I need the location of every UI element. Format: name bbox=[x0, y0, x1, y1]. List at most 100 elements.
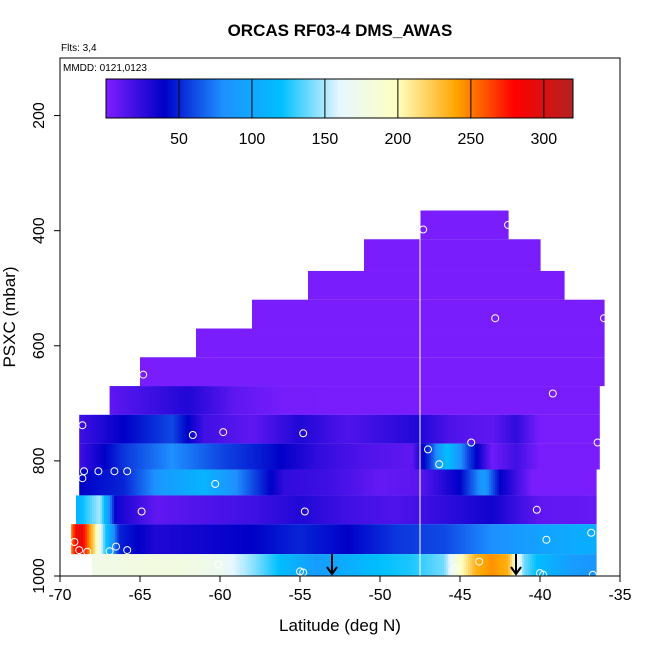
heat-cell bbox=[426, 357, 429, 387]
heat-cell bbox=[494, 554, 497, 576]
heat-cell bbox=[328, 328, 331, 358]
heat-cell bbox=[585, 524, 588, 555]
heat-cell bbox=[91, 469, 94, 496]
heat-cell bbox=[163, 386, 167, 415]
heat-cell bbox=[490, 210, 493, 240]
heat-cell bbox=[579, 469, 582, 496]
heat-cell bbox=[524, 270, 527, 300]
heat-cell bbox=[511, 386, 515, 415]
heat-cell bbox=[566, 357, 569, 387]
heat-cell bbox=[503, 443, 506, 470]
heat-cell bbox=[234, 554, 237, 576]
heat-cell bbox=[279, 469, 282, 496]
heat-cell bbox=[498, 495, 501, 525]
heat-cell bbox=[306, 328, 309, 358]
heat-cell bbox=[359, 443, 362, 470]
heat-cell bbox=[398, 270, 401, 300]
heat-cell bbox=[334, 328, 337, 358]
heat-cell bbox=[342, 357, 345, 387]
heat-cell bbox=[287, 524, 290, 555]
heat-cell bbox=[318, 270, 321, 300]
heat-cell bbox=[536, 495, 539, 525]
heat-cell bbox=[141, 386, 145, 415]
heat-cell bbox=[289, 443, 292, 470]
heat-cell bbox=[442, 328, 445, 358]
heat-cell bbox=[560, 554, 563, 576]
heat-cell bbox=[406, 495, 409, 525]
heat-cell bbox=[300, 554, 303, 576]
heat-cell bbox=[335, 524, 338, 555]
heat-cell bbox=[510, 495, 513, 525]
heat-cell bbox=[203, 524, 206, 555]
heat-cell bbox=[526, 239, 529, 271]
heat-cell bbox=[447, 443, 450, 470]
heat-cell bbox=[149, 524, 152, 555]
heat-cell bbox=[538, 299, 541, 329]
heat-cell bbox=[320, 299, 323, 329]
heat-cell bbox=[132, 554, 135, 576]
heat-cell bbox=[373, 414, 376, 444]
heat-cell bbox=[443, 414, 446, 444]
heat-cell bbox=[270, 357, 273, 387]
heat-cell bbox=[268, 495, 271, 525]
heat-cell bbox=[487, 386, 491, 415]
heat-cell bbox=[152, 495, 155, 525]
heat-cell bbox=[104, 495, 107, 525]
heat-cell bbox=[145, 443, 148, 470]
heat-cell bbox=[214, 328, 217, 358]
heat-cell bbox=[180, 554, 183, 576]
heat-cell bbox=[381, 443, 384, 470]
heat-cell bbox=[241, 414, 244, 444]
heat-cell bbox=[570, 495, 573, 525]
heat-cell bbox=[479, 469, 482, 496]
heat-cell bbox=[422, 495, 425, 525]
heat-cell bbox=[562, 328, 565, 358]
heat-cell bbox=[210, 357, 213, 387]
heat-cell bbox=[432, 328, 435, 358]
heat-cell bbox=[180, 357, 183, 387]
heat-cell bbox=[183, 414, 186, 444]
heat-cell bbox=[185, 469, 188, 496]
heat-cell bbox=[246, 554, 249, 576]
heat-cell bbox=[232, 554, 235, 576]
heat-cell bbox=[290, 495, 293, 525]
heat-cell bbox=[538, 554, 541, 576]
heat-cell bbox=[98, 495, 101, 525]
heat-cell bbox=[474, 210, 477, 240]
heat-cell bbox=[226, 328, 229, 358]
heat-cell bbox=[478, 495, 481, 525]
heat-cell bbox=[501, 386, 505, 415]
heat-cell bbox=[495, 524, 498, 555]
heat-cell bbox=[128, 554, 131, 576]
heat-cell bbox=[143, 386, 147, 415]
heat-cell bbox=[149, 414, 152, 444]
heat-cell bbox=[91, 443, 94, 470]
heat-cell bbox=[221, 469, 224, 496]
sample-point bbox=[110, 467, 119, 476]
heat-cell bbox=[163, 443, 166, 470]
heat-cell bbox=[545, 414, 548, 444]
heat-cell bbox=[420, 270, 423, 300]
heat-cell bbox=[415, 524, 418, 555]
heat-cell bbox=[349, 469, 352, 496]
heat-cell bbox=[327, 469, 330, 496]
heat-cell bbox=[366, 554, 369, 576]
heat-cell bbox=[153, 414, 156, 444]
heat-cell bbox=[460, 357, 463, 387]
heat-cell bbox=[424, 357, 427, 387]
heat-cell bbox=[486, 554, 489, 576]
heat-cell bbox=[272, 299, 275, 329]
heat-layer bbox=[76, 495, 597, 525]
heat-cell bbox=[530, 270, 533, 300]
heat-cell bbox=[415, 414, 418, 444]
heat-cell bbox=[247, 443, 250, 470]
heat-cell bbox=[342, 270, 345, 300]
heat-cell bbox=[419, 386, 423, 415]
heat-cell bbox=[535, 469, 538, 496]
heat-cell bbox=[359, 414, 362, 444]
heat-cell bbox=[248, 328, 251, 358]
heat-cell bbox=[113, 469, 116, 496]
heat-cell bbox=[430, 357, 433, 387]
heat-cell bbox=[101, 469, 104, 496]
heat-cell bbox=[411, 524, 414, 555]
